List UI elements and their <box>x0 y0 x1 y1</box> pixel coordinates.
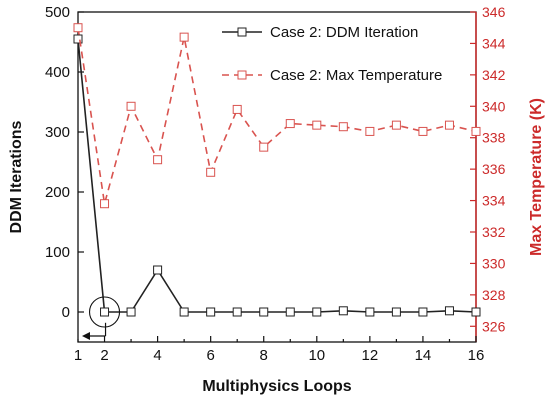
series-line-max-temperature <box>77 27 477 204</box>
right-axis-title: Max Temperature (K) <box>528 98 545 256</box>
series-marker-max-temperature <box>73 23 83 33</box>
series-marker-ddm-iteration <box>100 307 110 317</box>
legend: Case 2: DDM Iteration Case 2: Max Temper… <box>222 24 442 84</box>
right-tick-label: 338 <box>482 130 506 146</box>
series-marker-ddm-iteration <box>73 34 83 44</box>
x-tick-label: 14 <box>415 347 432 364</box>
series-marker-max-temperature <box>418 126 428 136</box>
series-layer <box>73 23 481 317</box>
x-tick-label: 8 <box>260 347 268 364</box>
legend-label-temperature: Case 2: Max Temperature <box>270 67 442 84</box>
series-marker-ddm-iteration <box>206 307 216 317</box>
x-tick-label: 1 <box>74 347 82 364</box>
series-marker-max-temperature <box>444 120 454 130</box>
series-marker-ddm-iteration <box>179 307 189 317</box>
series-marker-ddm-iteration <box>259 307 269 317</box>
legend-entry-temperature: Case 2: Max Temperature <box>222 67 442 84</box>
legend-entry-ddm: Case 2: DDM Iteration <box>222 24 418 41</box>
x-axis-title: Multiphysics Loops <box>202 378 351 395</box>
series-marker-max-temperature <box>338 122 348 132</box>
legend-marker-ddm <box>237 27 247 37</box>
series-marker-max-temperature <box>179 32 189 42</box>
series-marker-max-temperature <box>365 126 375 136</box>
x-axis: 1 2 4 6 8 10 12 14 16 <box>74 336 485 364</box>
left-tick-label: 300 <box>45 124 70 141</box>
series-marker-ddm-iteration <box>418 307 428 317</box>
series-line-ddm-iteration <box>77 38 477 313</box>
right-y-axis: 326 328 330 332 334 336 338 340 342 344 346 <box>470 4 506 342</box>
series-marker-max-temperature <box>153 155 163 165</box>
right-tick-label: 344 <box>482 35 506 51</box>
series-marker-ddm-iteration <box>312 307 322 317</box>
left-tick-label: 100 <box>45 244 70 261</box>
series-marker-max-temperature <box>259 142 269 152</box>
series-marker-max-temperature <box>471 126 481 136</box>
x-tick-label: 12 <box>362 347 379 364</box>
right-tick-label: 342 <box>482 67 506 83</box>
series-marker-ddm-iteration <box>126 307 136 317</box>
series-marker-max-temperature <box>312 120 322 130</box>
right-tick-label: 326 <box>482 318 506 334</box>
series-marker-ddm-iteration <box>391 307 401 317</box>
series-marker-ddm-iteration <box>285 307 295 317</box>
right-tick-label: 346 <box>482 4 506 20</box>
arrow-head <box>82 332 90 340</box>
highlight-circle <box>88 296 121 328</box>
series-marker-max-temperature <box>100 199 110 209</box>
left-tick-label: 500 <box>45 4 70 21</box>
x-tick-label: 6 <box>206 347 214 364</box>
right-tick-label: 332 <box>482 224 506 240</box>
legend-label-ddm: Case 2: DDM Iteration <box>270 24 418 41</box>
series-marker-ddm-iteration <box>153 265 163 275</box>
legend-marker-temperature <box>237 70 247 80</box>
left-tick-label: 200 <box>45 184 70 201</box>
series-marker-ddm-iteration <box>444 306 454 316</box>
series-marker-max-temperature <box>391 120 401 130</box>
series-marker-ddm-iteration <box>471 307 481 317</box>
right-tick-label: 334 <box>482 193 506 209</box>
x-tick-label: 10 <box>308 347 325 364</box>
right-tick-label: 336 <box>482 161 506 177</box>
x-tick-label: 16 <box>468 347 485 364</box>
right-tick-label: 330 <box>482 255 506 271</box>
right-tick-label: 328 <box>482 287 506 303</box>
left-y-axis: 0 100 200 300 400 500 <box>45 4 84 321</box>
series-marker-max-temperature <box>126 101 136 111</box>
left-tick-label: 400 <box>45 64 70 81</box>
series-marker-max-temperature <box>206 167 216 177</box>
series-marker-ddm-iteration <box>365 307 375 317</box>
left-tick-label: 0 <box>62 304 70 321</box>
annotation-layer <box>82 296 121 340</box>
x-tick-label: 4 <box>153 347 161 364</box>
left-axis-title: DDM Iterations <box>8 120 25 233</box>
plot-area-frame <box>77 11 477 343</box>
series-marker-ddm-iteration <box>338 306 348 316</box>
series-marker-max-temperature <box>232 104 242 114</box>
series-marker-ddm-iteration <box>232 307 242 317</box>
right-tick-label: 340 <box>482 98 506 114</box>
series-marker-max-temperature <box>285 119 295 129</box>
x-tick-label: 2 <box>100 347 108 364</box>
